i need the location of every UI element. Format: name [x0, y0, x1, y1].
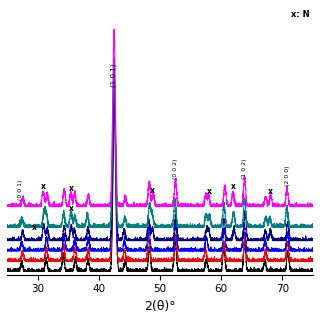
- Text: x: N: x: N: [292, 10, 310, 19]
- Text: (0 0 2): (0 0 2): [173, 159, 178, 179]
- Text: x: x: [231, 182, 236, 191]
- Text: x: x: [32, 223, 37, 232]
- Text: x: x: [150, 186, 155, 195]
- Text: (1 0 1): (1 0 1): [111, 64, 117, 87]
- Text: x: x: [41, 182, 46, 191]
- Text: (0 0 1): (0 0 1): [18, 179, 23, 200]
- Text: (2 0 0): (2 0 0): [285, 165, 290, 186]
- Text: x: x: [69, 184, 74, 193]
- Text: x: x: [69, 204, 74, 213]
- Text: x: x: [268, 187, 273, 196]
- Text: x: x: [206, 187, 212, 196]
- Text: (1 0 2): (1 0 2): [242, 159, 247, 179]
- X-axis label: 2(θ)°: 2(θ)°: [144, 300, 176, 313]
